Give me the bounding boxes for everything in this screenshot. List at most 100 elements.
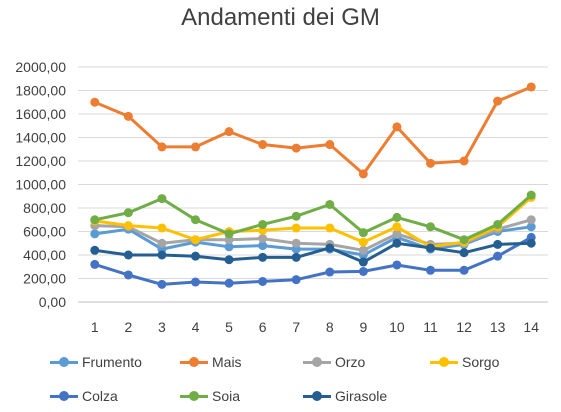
legend-item-soia: Soia xyxy=(180,388,240,404)
data-point-colza xyxy=(191,277,200,287)
legend-swatch xyxy=(180,391,208,401)
data-point-frumento xyxy=(90,229,100,239)
legend-item-colza: Colza xyxy=(50,388,118,404)
data-point-frumento xyxy=(224,242,234,252)
y-tick-label: 600,00 xyxy=(23,224,66,240)
data-point-girasole xyxy=(90,245,100,255)
data-point-colza xyxy=(493,251,503,261)
data-point-colza xyxy=(291,275,301,285)
data-point-girasole xyxy=(358,257,368,267)
y-tick-label: 800,00 xyxy=(23,200,66,216)
data-point-colza xyxy=(90,259,100,269)
legend-swatch xyxy=(50,391,78,401)
legend-item-orzo: Orzo xyxy=(303,354,365,370)
legend-swatch xyxy=(180,357,208,367)
data-point-mais xyxy=(157,142,167,152)
data-point-orzo xyxy=(258,234,268,244)
series-line-mais xyxy=(94,85,532,176)
data-point-girasole xyxy=(258,252,268,262)
data-point-girasole xyxy=(291,252,301,262)
data-point-soia xyxy=(493,219,503,229)
data-point-colza xyxy=(426,265,435,275)
x-tick-label: 2 xyxy=(124,319,132,335)
data-point-soia xyxy=(258,219,268,229)
data-point-frumento xyxy=(526,222,536,232)
data-point-girasole xyxy=(325,243,335,253)
y-tick-label: 1000,00 xyxy=(15,177,66,193)
y-tick-label: 2000,00 xyxy=(15,59,66,75)
data-point-orzo xyxy=(291,238,301,248)
data-point-orzo xyxy=(157,238,167,248)
data-point-sorgo xyxy=(157,223,167,233)
data-point-soia xyxy=(459,235,469,245)
data-point-girasole xyxy=(526,238,536,248)
data-point-colza xyxy=(459,265,469,275)
data-point-mais xyxy=(426,158,435,168)
x-tick-label: 10 xyxy=(389,319,405,335)
y-tick-label: 400,00 xyxy=(23,247,66,263)
data-point-girasole xyxy=(123,250,133,260)
legend-item-mais: Mais xyxy=(180,354,242,370)
data-point-colza xyxy=(392,260,402,270)
legend-item-sorgo: Sorgo xyxy=(430,354,499,370)
data-point-girasole xyxy=(224,255,234,265)
data-point-sorgo xyxy=(291,223,301,233)
y-tick-label: 0,00 xyxy=(39,294,66,310)
data-point-mais xyxy=(526,82,536,92)
chart-title: Andamenti dei GM xyxy=(181,4,380,31)
chart-legend: Frumento Mais Orzo Sorgo Colza Soia Girasole xyxy=(0,346,561,412)
x-tick-label: 12 xyxy=(456,319,472,335)
data-point-soia xyxy=(157,194,167,204)
y-tick-label: 1200,00 xyxy=(15,153,66,169)
data-point-mais xyxy=(459,156,469,166)
x-tick-label: 6 xyxy=(259,319,267,335)
x-tick-label: 9 xyxy=(359,319,367,335)
data-point-soia xyxy=(325,199,335,209)
data-point-mais xyxy=(325,140,335,150)
legend-swatch xyxy=(303,357,331,367)
legend-swatch xyxy=(430,357,458,367)
legend-label: Frumento xyxy=(82,354,142,370)
data-point-sorgo xyxy=(191,235,200,245)
data-point-frumento xyxy=(258,241,268,251)
data-point-colza xyxy=(325,267,335,277)
legend-label: Girasole xyxy=(335,388,388,404)
data-point-soia xyxy=(291,211,301,221)
data-point-mais xyxy=(191,142,200,152)
legend-label: Colza xyxy=(82,388,118,404)
x-tick-label: 5 xyxy=(225,319,233,335)
data-point-mais xyxy=(291,143,301,153)
data-point-soia xyxy=(224,229,234,239)
data-point-girasole xyxy=(459,248,469,258)
data-point-orzo xyxy=(392,229,402,239)
series-line-frumento xyxy=(94,225,532,257)
data-point-colza xyxy=(258,276,268,286)
data-point-soia xyxy=(526,190,536,200)
data-point-mais xyxy=(224,127,234,137)
data-point-soia xyxy=(123,208,133,218)
data-point-orzo xyxy=(526,215,536,225)
data-point-girasole xyxy=(392,238,402,248)
data-point-soia xyxy=(90,215,100,225)
data-point-soia xyxy=(191,215,200,225)
series-line-sorgo xyxy=(94,196,533,249)
data-point-girasole xyxy=(191,251,200,261)
data-point-mais xyxy=(358,169,368,179)
data-point-sorgo xyxy=(325,223,335,233)
data-point-girasole xyxy=(493,239,503,249)
x-tick-label: 1 xyxy=(91,319,99,335)
data-point-sorgo xyxy=(392,222,402,232)
data-point-sorgo xyxy=(123,221,133,231)
data-point-soia xyxy=(392,212,402,222)
data-point-mais xyxy=(392,122,402,132)
series-line-colza xyxy=(94,236,532,286)
x-tick-label: 7 xyxy=(292,319,300,335)
data-point-colza xyxy=(358,266,368,276)
data-point-girasole xyxy=(426,243,435,253)
legend-swatch xyxy=(303,391,331,401)
y-tick-label: 1400,00 xyxy=(15,130,66,146)
data-point-mais xyxy=(123,111,133,121)
data-point-soia xyxy=(426,222,435,232)
data-point-orzo xyxy=(358,245,368,255)
